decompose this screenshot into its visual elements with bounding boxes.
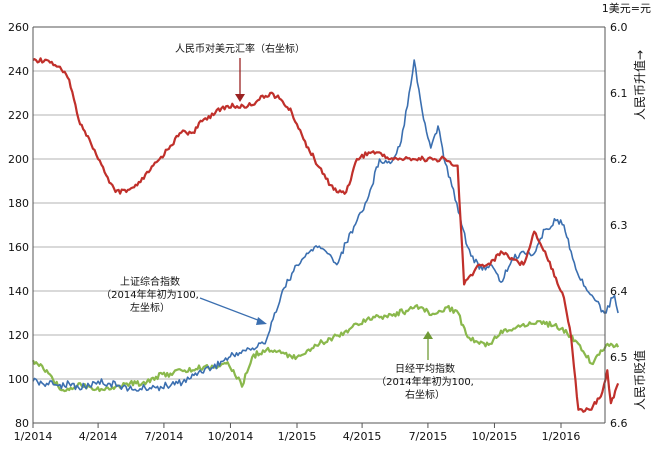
- right-axis-unit: 1美元=元: [602, 2, 651, 15]
- left-tick-label: 100: [8, 373, 29, 386]
- left-tick-label: 160: [8, 241, 29, 254]
- series-line-1: [32, 59, 619, 392]
- right-tick-label: 6.2: [610, 153, 628, 166]
- series-line-2: [31, 304, 620, 393]
- left-tick-label: 240: [8, 65, 29, 78]
- series-line-0: [32, 57, 620, 413]
- left-tick-label: 140: [8, 285, 29, 298]
- sse-annotation-line: （2014年年初为100,: [101, 288, 199, 301]
- left-tick-label: 180: [8, 197, 29, 210]
- x-tick-label: 1/2016: [542, 430, 581, 443]
- right-tick-label: 6.4: [610, 285, 628, 298]
- x-tick-label: 10/2015: [472, 430, 518, 443]
- nikkei-annotation-line: （2014年年初为100,: [376, 375, 474, 388]
- sse-annotation-line: 左坐标）: [130, 301, 170, 314]
- left-tick-label: 200: [8, 153, 29, 166]
- right-tick-label: 6.5: [610, 351, 628, 364]
- right-tick-label: 6.6: [610, 417, 628, 430]
- right-tick-label: 6.1: [610, 87, 628, 100]
- left-tick-label: 220: [8, 109, 29, 122]
- x-tick-label: 7/2014: [145, 430, 184, 443]
- right-tick-label: 6.3: [610, 219, 628, 232]
- x-tick-label: 4/2015: [343, 430, 382, 443]
- right-tick-label: 6.0: [610, 21, 628, 34]
- sse-arrow-head: [256, 317, 267, 325]
- left-tick-label: 120: [8, 329, 29, 342]
- right-bottom-label: 人民币贬值: [632, 350, 647, 410]
- sse-annotation-line: 上证综合指数: [120, 275, 180, 288]
- nikkei-arrow-head: [423, 331, 433, 339]
- right-top-label: 人民币升值→: [632, 50, 647, 120]
- x-tick-label: 10/2014: [208, 430, 254, 443]
- x-tick-label: 7/2015: [409, 430, 448, 443]
- cny-arrow-head: [235, 94, 245, 102]
- nikkei-annotation-line: 右坐标）: [405, 388, 445, 401]
- left-tick-label: 260: [8, 21, 29, 34]
- x-tick-label: 4/2014: [79, 430, 118, 443]
- left-tick-label: 80: [15, 417, 29, 430]
- cny-annotation: 人民币对美元汇率（右坐标）: [175, 42, 305, 55]
- x-tick-label: 1/2015: [278, 430, 317, 443]
- x-tick-label: 1/2014: [14, 430, 53, 443]
- nikkei-annotation-line: 日经平均指数: [395, 362, 455, 375]
- sse-arrow-line: [199, 297, 264, 323]
